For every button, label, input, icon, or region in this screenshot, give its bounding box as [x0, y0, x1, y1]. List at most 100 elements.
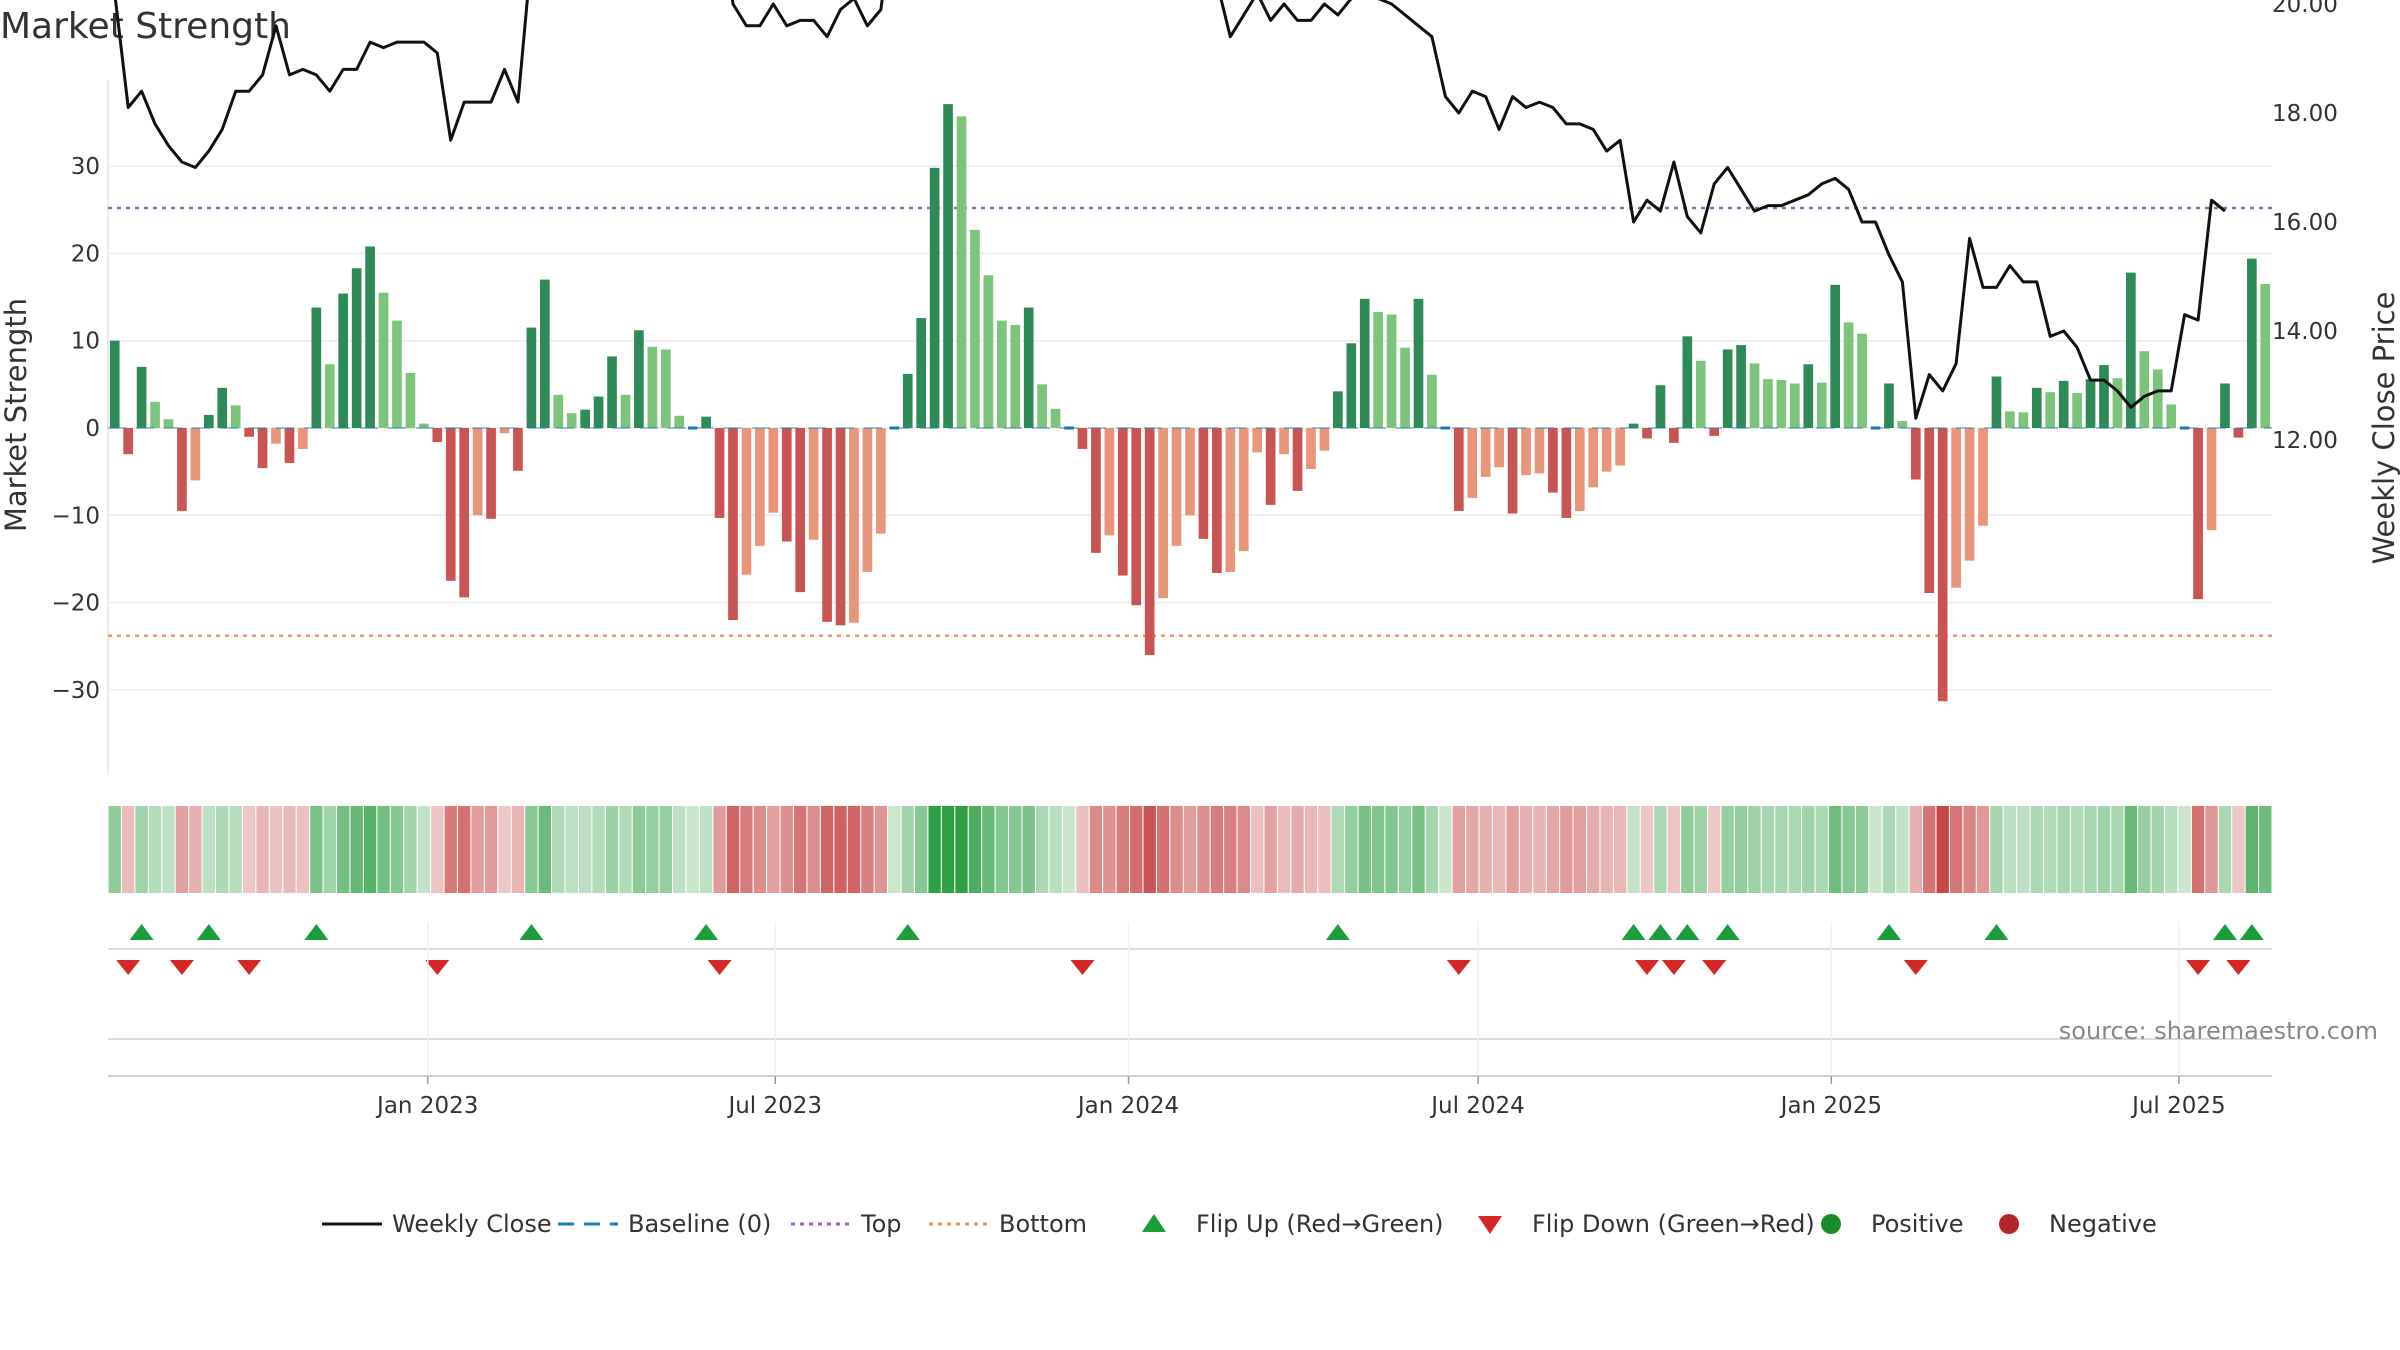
heat-cell [1546, 806, 1560, 893]
heat-cell [1882, 806, 1896, 893]
strength-bar [728, 428, 738, 621]
heat-cell [1667, 806, 1681, 893]
heat-cell [753, 806, 767, 893]
heat-cell [1923, 806, 1936, 893]
strength-bar [1198, 428, 1209, 539]
flip-up-marker [694, 924, 719, 940]
heat-cell [1466, 806, 1479, 893]
heat-cell [148, 806, 162, 893]
strength-bar [1144, 428, 1155, 655]
heat-cell [1291, 806, 1304, 893]
heat-cell [592, 806, 605, 893]
legend-label: Weekly Close [392, 1210, 552, 1238]
strength-bar [217, 387, 228, 428]
strength-bar [2085, 379, 2096, 428]
strength-bar [486, 428, 496, 519]
strength-bar [324, 364, 335, 428]
y-tick-label: 10 [71, 329, 100, 355]
heat-cell [2218, 806, 2232, 893]
strength-bar [2126, 272, 2136, 428]
strength-bar [1131, 428, 1142, 606]
strength-bar [1077, 428, 1088, 449]
flip-up-marker [1325, 924, 1350, 940]
legend-label: Top [860, 1210, 902, 1238]
strength-bar [916, 318, 927, 428]
heat-cell [619, 806, 632, 893]
heat-cell [847, 806, 861, 893]
heat-cell [1842, 806, 1855, 893]
strength-bar [1924, 428, 1935, 593]
strength-bar [929, 167, 940, 428]
heat-cell [1318, 806, 1331, 893]
strength-bar [943, 104, 953, 428]
strength-bar [459, 428, 470, 598]
strength-bar [392, 320, 402, 428]
heat-cell [458, 806, 471, 893]
strength-bar [1588, 428, 1599, 488]
heat-cell [1304, 806, 1318, 893]
strength-bar [1601, 428, 1612, 472]
heat-cell [1492, 806, 1506, 893]
strength-bar [674, 415, 685, 428]
x-tick-label: Jan 2023 [375, 1093, 478, 1119]
y-tick-label: 30 [71, 154, 100, 180]
heat-cell [1681, 806, 1694, 893]
weekly-close-line [114, 0, 2226, 420]
strength-bar [1453, 428, 1464, 511]
strength-bar [2220, 383, 2230, 428]
strength-bar [1897, 421, 1908, 428]
strength-bar [1292, 428, 1303, 491]
strength-bar [1238, 428, 1249, 552]
heat-cell [1533, 806, 1546, 893]
strength-bar [607, 356, 617, 428]
heat-cell [1990, 806, 2003, 893]
strength-bar [1574, 428, 1585, 511]
strength-bar [1212, 428, 1222, 573]
strength-bar [553, 394, 564, 428]
heat-cell [2151, 806, 2164, 893]
strength-bar [472, 428, 483, 516]
heat-cell [1519, 806, 1533, 893]
heat-cell [404, 806, 417, 893]
heat-cell [861, 806, 874, 893]
heat-cell [431, 806, 444, 893]
strength-bar [1695, 360, 1706, 428]
strength-bar [2058, 380, 2069, 428]
strength-bar [1682, 336, 1693, 428]
flip-up-marker [895, 924, 920, 940]
heat-cell [1613, 806, 1627, 893]
heat-cell [1439, 806, 1452, 893]
strength-bar [2045, 392, 2056, 428]
heat-cell [1358, 806, 1371, 893]
strength-heatmap-strip [108, 806, 2272, 893]
strength-bar [849, 428, 859, 623]
strength-bar [647, 346, 658, 428]
strength-bar [755, 428, 765, 546]
heat-cell [552, 806, 565, 893]
heat-cell [1062, 806, 1076, 893]
y-tick-label: −20 [51, 591, 100, 617]
heat-cell [1264, 806, 1277, 893]
heat-cell [1963, 806, 1976, 893]
heat-cell [1573, 806, 1586, 893]
strength-bar [876, 428, 886, 534]
legend-label: Flip Up (Red→Green) [1196, 1210, 1444, 1238]
strength-bar [593, 396, 604, 428]
heat-cell [1009, 806, 1022, 893]
source-note: source: sharemaestro.com [2059, 1017, 2378, 1045]
strength-bar [795, 428, 806, 593]
strength-bar [1386, 314, 1397, 428]
strength-bar [419, 423, 429, 428]
strength-bar [970, 229, 980, 428]
heat-cell [216, 806, 229, 893]
heat-cell [2259, 806, 2272, 893]
strength-bar [2031, 387, 2042, 428]
heat-cell [1277, 806, 1291, 893]
strength-bar [1736, 345, 1746, 428]
heat-cell [726, 806, 740, 893]
flip-down-marker [237, 960, 262, 975]
strength-bar [1252, 428, 1263, 453]
heat-cell [686, 806, 699, 893]
heat-cell [1345, 806, 1358, 893]
y-tick-label: −10 [51, 503, 100, 529]
